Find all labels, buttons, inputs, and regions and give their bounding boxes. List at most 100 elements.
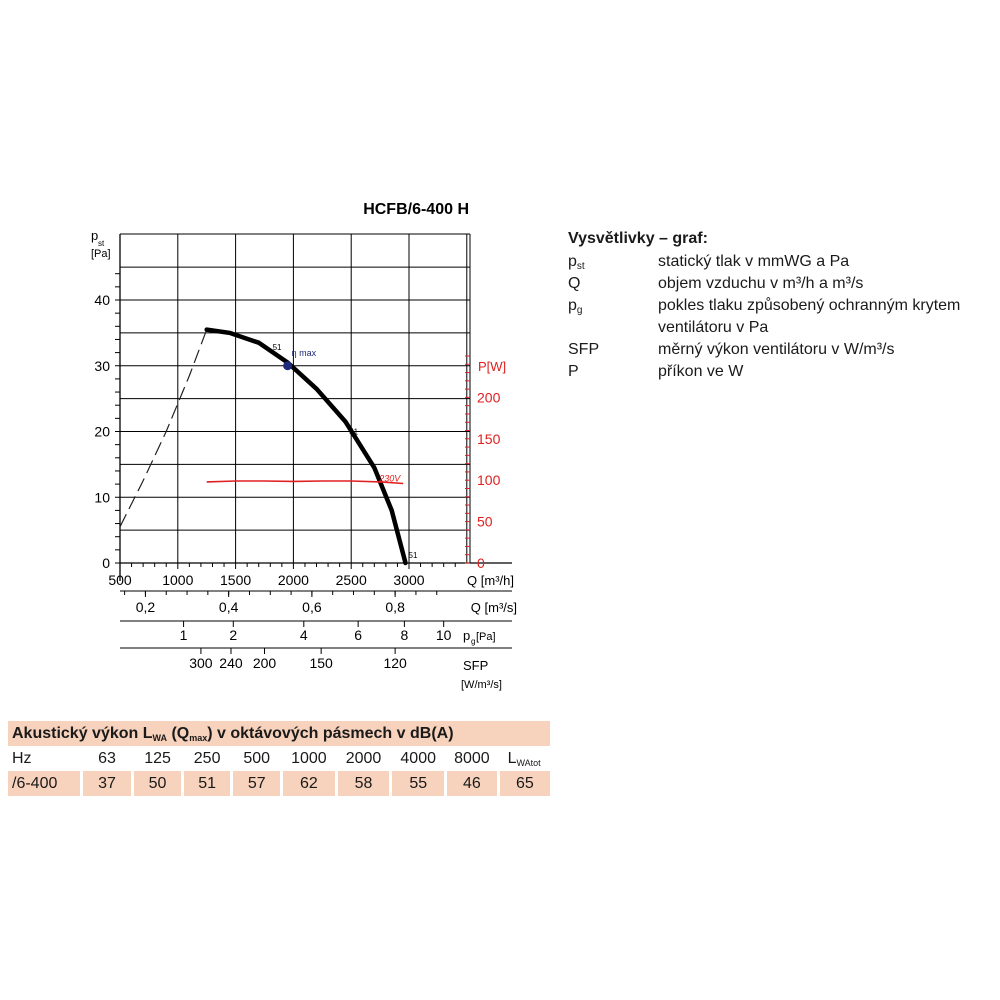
x-axis-label: Q [m³/h] (467, 573, 514, 588)
acoustic-value-row: /6-400 37 50 51 57 62 58 55 46 65 (8, 771, 550, 796)
secondary-tick-label: 0,2 (136, 599, 156, 615)
acoustic-row-label: /6-400 (8, 771, 82, 796)
series-line-1 (204, 327, 408, 566)
acoustic-value: 65 (496, 771, 550, 796)
acoustic-total-header: LWAtot (498, 746, 550, 771)
chart-title: HCFB/6-400 H (363, 201, 469, 218)
x-tick-label: 2500 (336, 572, 367, 588)
legend-symbol: pst (568, 251, 658, 273)
secondary-scales: 0,2 0,4 0,6 0,8 1 2 4 6 8 10 300 240 200 150 120 Q [m³/… (120, 590, 517, 691)
secondary-tick-label: 2 (229, 627, 237, 643)
acoustic-band-2000: 2000 (345, 749, 382, 767)
legend-symbol-text: P (568, 363, 579, 380)
power-tick-label: 100 (477, 472, 501, 488)
series-label: 230V (378, 474, 401, 484)
series-line-2 (206, 480, 404, 485)
legend-symbol-text: p (568, 297, 577, 314)
acoustic-value: 58 (334, 771, 391, 796)
acoustic-value: 55 (389, 771, 446, 796)
acoustic-band-500: 500 (243, 749, 271, 767)
acoustic-band-250: 250 (193, 749, 221, 767)
legend-description: objem vzduchu v m³/h a m³/s (658, 275, 864, 292)
secondary-axis-label: Q [m³/s] (471, 600, 517, 615)
legend-symbol-text: Q (568, 275, 581, 292)
acoustic-title-sub: WA (152, 732, 168, 743)
legend-row: SFP měrný výkon ventilátoru v W/m³/s (568, 339, 998, 361)
y-axis-label-sub: st (98, 239, 105, 248)
acoustic-power-table: Akustický výkon LWA (Qmax) v oktávových … (8, 721, 550, 796)
acoustic-value: 57 (230, 771, 282, 796)
eta-max-label: η max (292, 348, 317, 358)
secondary-tick-label: 8 (400, 627, 408, 643)
acoustic-title-part: ) v oktávových pásmech v dB(A) (207, 724, 454, 742)
point-annotation: 51 (273, 343, 282, 352)
legend-row: pst statický tlak v mmWG a Pa (568, 251, 998, 273)
fan-performance-chart: 500 1000 1500 2000 2500 3000 Q [m³/h]010203040… (91, 201, 517, 691)
acoustic-title-part: (Q (167, 724, 190, 742)
legend-description: příkon ve W (658, 363, 744, 380)
secondary-tick-label: 10 (436, 627, 452, 643)
legend-description: pokles tlaku způsobený ochranným krytem … (658, 297, 961, 336)
acoustic-band-63: 63 (98, 749, 116, 767)
y-tick-label: 0 (102, 555, 110, 571)
legend-symbol-text: SFP (568, 341, 600, 358)
legend-symbol-sub: g (576, 305, 583, 316)
secondary-tick-label: 6 (354, 627, 362, 643)
x-tick-label: 500 (108, 572, 132, 588)
point-annotation: 51 (409, 551, 418, 560)
legend-description: statický tlak v mmWG a Pa (658, 253, 850, 270)
secondary-tick-label: 150 (309, 655, 333, 671)
power-tick-label: 150 (477, 431, 501, 447)
secondary-axis-label: SFP (463, 658, 488, 673)
secondary-tick-label: 240 (219, 655, 243, 671)
acoustic-title-sub: max (189, 732, 208, 743)
acoustic-band-8000: 8000 (454, 749, 490, 767)
acoustic-band-4000: 4000 (400, 749, 436, 767)
secondary-axis-label-sub: g (471, 637, 475, 646)
eta-max-point (283, 361, 293, 371)
acoustic-total-sub: WAtot (516, 757, 541, 768)
legend-symbol: P (568, 361, 658, 383)
legend-description: měrný výkon ventilátoru v W/m³/s (658, 341, 895, 358)
y-tick-label: 30 (94, 358, 110, 374)
acoustic-title-part: Akustický výkon L (12, 724, 153, 742)
acoustic-band-125: 125 (144, 749, 171, 767)
secondary-tick-label: 4 (300, 627, 308, 643)
y-tick-label: 10 (94, 489, 110, 505)
legend-symbol-sub: st (576, 261, 585, 272)
secondary-tick-label: 0,8 (385, 599, 405, 615)
acoustic-value: 62 (280, 771, 337, 796)
acoustic-band-1000: 1000 (291, 749, 327, 767)
secondary-tick-label: 1 (180, 627, 188, 643)
acoustic-header-row: Hz 63 125 250 500 1000 2000 4000 8000 LWAtot (8, 746, 550, 771)
secondary-axis-label: p (463, 628, 470, 643)
acoustic-value: 50 (131, 771, 183, 796)
y-axis-unit: [Pa] (91, 248, 111, 260)
y-tick-label: 20 (94, 424, 110, 440)
x-tick-label: 3000 (393, 572, 424, 588)
acoustic-value: 51 (180, 771, 232, 796)
chart-annotations: η max 51 51 51 (273, 343, 418, 560)
secondary-tick-label: 120 (383, 655, 407, 671)
secondary-axis-unit: [Pa] (476, 631, 496, 643)
legend-symbol: SFP (568, 339, 658, 361)
x-tick-label: 1000 (162, 572, 193, 588)
point-annotation: 51 (349, 428, 358, 437)
chart-series: 230V (119, 327, 408, 566)
chart-axes: 500 1000 1500 2000 2500 3000 Q [m³/h]010203040… (91, 201, 514, 588)
y-axis-label: p (91, 228, 98, 243)
chart-grid (119, 233, 471, 563)
acoustic-header-hz: Hz (12, 749, 32, 767)
power-tick-label: 0 (477, 555, 485, 571)
legend-title: Vysvětlivky – graf: (568, 230, 708, 247)
secondary-tick-label: 200 (253, 655, 277, 671)
power-axis-label: P[W] (478, 359, 506, 374)
x-tick-label: 1500 (220, 572, 251, 588)
secondary-tick-label: 0,4 (219, 599, 239, 615)
series-line-0 (119, 329, 208, 528)
acoustic-value: 37 (79, 771, 133, 796)
acoustic-table-title: Akustický výkon LWA (Qmax) v oktávových … (8, 721, 550, 746)
